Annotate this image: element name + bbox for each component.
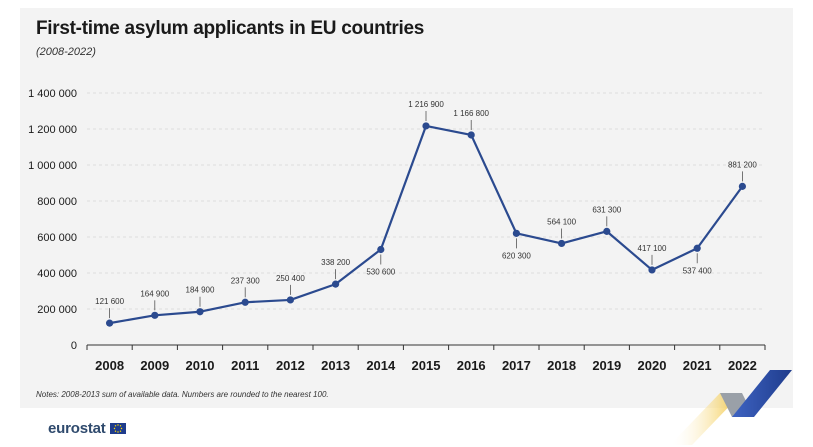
- brand-name: eurostat: [48, 420, 106, 437]
- data-label: 338 200: [321, 258, 350, 267]
- data-point: [558, 239, 566, 248]
- data-label: 564 100: [547, 217, 576, 226]
- x-tick-label: 2019: [592, 358, 621, 373]
- y-tick-label: 800 000: [37, 196, 77, 208]
- data-label: 530 600: [366, 267, 395, 276]
- y-tick-label: 1 200 000: [28, 124, 77, 136]
- x-tick-label: 2018: [547, 358, 576, 373]
- data-point: [241, 298, 249, 306]
- data-point: [467, 131, 475, 139]
- data-point: [106, 319, 114, 327]
- x-tick-label: 2009: [140, 358, 169, 373]
- data-label: 184 900: [186, 286, 215, 295]
- data-label: 881 200: [728, 160, 757, 169]
- data-label: 1 216 900: [408, 100, 444, 109]
- x-tick-label: 2011: [231, 358, 259, 373]
- data-label: 417 100: [638, 244, 667, 253]
- x-tick-label: 2015: [412, 358, 441, 373]
- y-tick-label: 200 000: [37, 304, 77, 316]
- x-tick-label: 2020: [638, 358, 667, 373]
- x-tick-label: 2012: [276, 358, 305, 373]
- x-tick-label: 2010: [186, 358, 215, 373]
- y-tick-label: 1 400 000: [28, 88, 77, 100]
- x-tick-label: 2016: [457, 358, 486, 373]
- eu-flag-icon: [109, 423, 126, 434]
- x-tick-label: 2013: [321, 358, 350, 373]
- data-point: [603, 227, 611, 235]
- data-point: [693, 244, 701, 252]
- y-tick-label: 0: [71, 340, 77, 352]
- data-point: [332, 280, 340, 288]
- x-tick-label: 2008: [95, 358, 124, 373]
- x-tick-label: 2014: [366, 358, 396, 373]
- data-label: 631 300: [592, 205, 621, 214]
- data-label: 537 400: [683, 266, 712, 275]
- chart-title: First-time asylum applicants in EU count…: [36, 18, 425, 39]
- data-label: 250 400: [276, 274, 305, 283]
- data-label: 620 300: [502, 251, 531, 260]
- y-tick-label: 600 000: [37, 232, 77, 244]
- data-label: 237 300: [231, 276, 260, 285]
- data-point: [648, 266, 656, 274]
- decorative-corner-shape: [670, 370, 792, 445]
- chart-note: Notes: 2008-2013 sum of available data. …: [36, 390, 329, 399]
- chart-subtitle: (2008-2022): [36, 46, 96, 58]
- data-point: [151, 311, 159, 319]
- eurostat-logo: eurostat: [48, 420, 126, 437]
- chart-panel: [20, 8, 793, 408]
- y-tick-label: 1 000 000: [28, 160, 77, 172]
- data-label: 164 900: [140, 289, 169, 298]
- x-tick-label: 2021: [683, 358, 712, 373]
- data-label: 121 600: [95, 297, 124, 306]
- data-point: [377, 245, 385, 254]
- data-point: [286, 296, 294, 304]
- data-point: [512, 229, 521, 237]
- data-label: 1 166 800: [453, 109, 489, 118]
- x-tick-label: 2022: [728, 358, 757, 373]
- y-tick-label: 400 000: [37, 268, 77, 280]
- data-point: [422, 122, 430, 130]
- data-point: [196, 308, 204, 316]
- x-tick-label: 2017: [502, 358, 531, 373]
- data-point: [738, 182, 747, 190]
